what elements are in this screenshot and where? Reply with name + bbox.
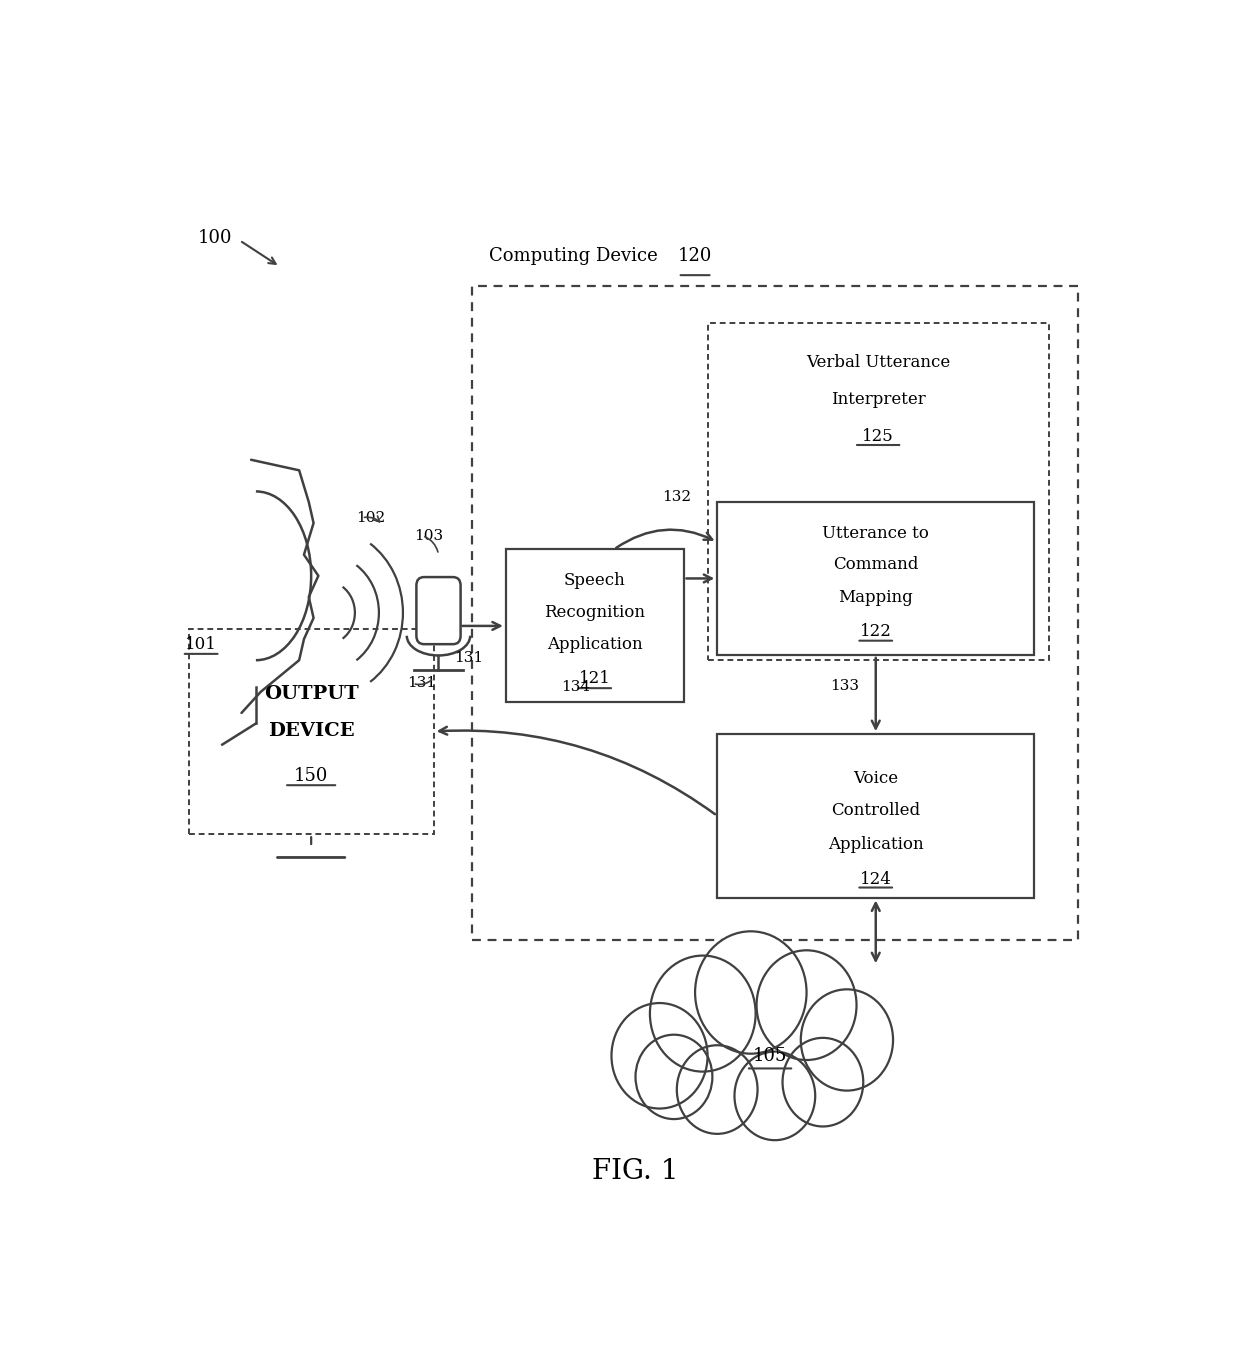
Circle shape	[696, 932, 806, 1054]
Text: 133: 133	[831, 680, 859, 693]
Text: Utterance to: Utterance to	[822, 525, 929, 541]
Circle shape	[635, 1034, 713, 1119]
Text: FIG. 1: FIG. 1	[593, 1158, 678, 1185]
FancyBboxPatch shape	[188, 629, 434, 834]
FancyBboxPatch shape	[472, 286, 1078, 940]
Text: Application: Application	[828, 836, 924, 852]
Text: Computing Device: Computing Device	[490, 247, 663, 264]
Text: Controlled: Controlled	[831, 801, 920, 819]
Circle shape	[782, 1038, 863, 1126]
Circle shape	[801, 989, 893, 1091]
Text: 100: 100	[197, 229, 232, 247]
Circle shape	[677, 1045, 758, 1134]
FancyBboxPatch shape	[717, 734, 1034, 897]
FancyBboxPatch shape	[417, 577, 460, 644]
Text: Voice: Voice	[853, 770, 898, 788]
Text: 131: 131	[408, 677, 436, 690]
Text: 102: 102	[357, 511, 386, 525]
Text: Mapping: Mapping	[838, 589, 913, 606]
Text: Command: Command	[833, 556, 919, 573]
Text: 103: 103	[414, 529, 444, 543]
Text: Application: Application	[547, 637, 642, 653]
Circle shape	[756, 951, 857, 1060]
Text: 125: 125	[862, 427, 894, 445]
Text: Verbal Utterance: Verbal Utterance	[806, 355, 950, 371]
Text: DEVICE: DEVICE	[268, 722, 355, 740]
Text: 101: 101	[185, 636, 217, 653]
Text: 150: 150	[294, 767, 329, 785]
Text: 105: 105	[753, 1047, 787, 1064]
Circle shape	[650, 956, 755, 1071]
FancyBboxPatch shape	[708, 323, 1049, 660]
Circle shape	[734, 1052, 815, 1140]
Text: Interpreter: Interpreter	[831, 392, 925, 408]
Text: 121: 121	[579, 670, 610, 688]
Text: Speech: Speech	[564, 573, 625, 589]
Text: 134: 134	[560, 680, 590, 695]
Text: 124: 124	[859, 870, 892, 888]
Text: 120: 120	[678, 247, 712, 264]
Text: OUTPUT: OUTPUT	[264, 685, 358, 703]
Text: 122: 122	[859, 623, 892, 640]
Circle shape	[611, 1003, 708, 1108]
FancyBboxPatch shape	[506, 549, 683, 703]
Text: 132: 132	[662, 489, 691, 504]
Text: 131: 131	[454, 651, 482, 664]
FancyBboxPatch shape	[717, 501, 1034, 655]
Text: Recognition: Recognition	[544, 604, 645, 621]
